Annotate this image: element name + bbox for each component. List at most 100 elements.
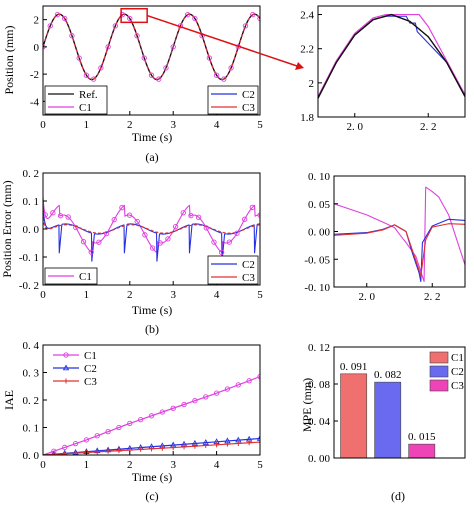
series-line-C3 bbox=[43, 217, 260, 234]
axes-frame bbox=[42, 5, 261, 116]
panel-label-a: (a) bbox=[145, 150, 158, 164]
y-tick-label: -0. 10 bbox=[304, 282, 330, 294]
x-tick-label: 2 bbox=[127, 459, 133, 471]
series-marker-C2 bbox=[256, 434, 260, 441]
y-tick-label: 0. 12 bbox=[308, 342, 330, 354]
x-tick-label: 5 bbox=[257, 119, 263, 131]
x-tick-label: 2. 0 bbox=[359, 291, 376, 303]
series-line-C1 bbox=[43, 376, 260, 455]
series-marker-C1 bbox=[127, 420, 133, 427]
series-marker-C1 bbox=[203, 394, 209, 400]
series-marker-C3 bbox=[170, 445, 176, 451]
legend-label: C1 bbox=[79, 102, 92, 114]
y-tick-label: 2 bbox=[34, 15, 40, 27]
series-marker-C1 bbox=[73, 224, 79, 231]
axes-frame bbox=[333, 346, 466, 459]
series-marker-C1 bbox=[213, 390, 220, 396]
series-marker-C1 bbox=[163, 65, 169, 71]
y-axis-label: IAE bbox=[2, 390, 16, 410]
legend-label: C3 bbox=[451, 380, 464, 392]
axes-frame-layer bbox=[42, 5, 466, 459]
x-tick-label: 2. 2 bbox=[420, 121, 437, 133]
y-tick-label: 0 bbox=[34, 42, 40, 54]
y-tick-label: 0. 0 bbox=[23, 224, 40, 236]
series-marker-C3 bbox=[181, 444, 187, 450]
x-tick-label: 2 bbox=[127, 119, 133, 131]
legend-swatch-C3 bbox=[429, 379, 449, 392]
y-tick-label: 2 bbox=[309, 78, 315, 90]
series-marker-C1 bbox=[142, 232, 148, 238]
y-tick-label: 1.8 bbox=[300, 112, 314, 124]
series-marker-C1 bbox=[105, 44, 111, 50]
series-marker-C1 bbox=[149, 245, 156, 251]
axes-frame bbox=[333, 175, 466, 288]
x-tick-label: 4 bbox=[214, 459, 220, 471]
y-axis-label: Position Error (mm) bbox=[0, 180, 14, 277]
zoom-arrow-line bbox=[146, 14, 301, 68]
y-axis-label: MPE (mm) bbox=[300, 378, 314, 432]
series-marker-C1 bbox=[103, 230, 110, 237]
series-marker-C1 bbox=[57, 213, 64, 219]
y-tick-label: 2.2 bbox=[300, 44, 314, 56]
series-marker-C3 bbox=[203, 443, 209, 449]
series-marker-C3 bbox=[51, 451, 57, 455]
x-tick-label: 1 bbox=[84, 459, 90, 471]
y-tick-label: 0. 0 bbox=[23, 450, 40, 462]
series-marker-C1 bbox=[62, 444, 68, 451]
x-axis-label: Time (s) bbox=[132, 303, 173, 317]
series-marker-C3 bbox=[116, 448, 122, 454]
series-marker-C1 bbox=[127, 15, 133, 22]
y-tick-label: 0. 04 bbox=[308, 416, 331, 428]
legend-box-right bbox=[207, 85, 259, 115]
y-tick-label: 0. 3 bbox=[23, 368, 40, 380]
x-tick-label: 5 bbox=[257, 289, 263, 301]
y-tick-label: 0. 2 bbox=[23, 395, 40, 407]
series-marker-C1 bbox=[213, 72, 220, 78]
series-marker-C1 bbox=[195, 214, 202, 220]
y-tick-label: 0. 08 bbox=[308, 379, 331, 391]
legend-label: Ref. bbox=[79, 89, 98, 101]
series-marker-C1 bbox=[69, 33, 75, 39]
legend-label: C3 bbox=[242, 102, 255, 114]
y-tick-label: -0. 2 bbox=[19, 280, 39, 292]
series-marker-C1 bbox=[72, 441, 79, 447]
series-marker-C3 bbox=[224, 441, 230, 447]
y-tick-label: -0. 1 bbox=[19, 252, 39, 264]
panel-label-b: (b) bbox=[145, 322, 159, 336]
series-marker-C1 bbox=[134, 218, 140, 225]
series-line-ref bbox=[318, 13, 465, 99]
series-marker-C1 bbox=[192, 15, 198, 22]
series-marker-C1 bbox=[148, 72, 155, 78]
series-marker-C1 bbox=[185, 12, 191, 18]
series-marker-C1 bbox=[80, 239, 87, 245]
x-tick-label: 0 bbox=[40, 459, 46, 471]
series-marker-C1 bbox=[148, 413, 155, 419]
series-marker-C1 bbox=[112, 23, 118, 29]
series-marker-C1 bbox=[235, 382, 241, 388]
series-marker-C1 bbox=[65, 214, 71, 220]
y-tick-label: -2 bbox=[30, 69, 39, 81]
series-marker-C1 bbox=[206, 55, 213, 61]
legend-label: C3 bbox=[84, 376, 97, 388]
series-line-C1 bbox=[318, 13, 465, 97]
x-tick-label: 3 bbox=[170, 119, 176, 131]
series-marker-C1 bbox=[203, 225, 209, 231]
series-marker-C3 bbox=[149, 446, 154, 452]
legend-box-right bbox=[207, 255, 259, 285]
series-marker-C1 bbox=[170, 405, 176, 411]
y-tick-label: 2.4 bbox=[300, 10, 314, 22]
series-marker-C3 bbox=[257, 439, 260, 445]
series-marker-C1 bbox=[62, 15, 68, 22]
series-marker-C3 bbox=[94, 449, 100, 455]
series-marker-C1 bbox=[221, 76, 227, 82]
series-marker-C1 bbox=[111, 217, 117, 223]
series-marker-C1 bbox=[94, 433, 100, 439]
bar-value-label: 0. 082 bbox=[374, 369, 402, 381]
panel-label-c: (c) bbox=[145, 489, 158, 503]
series-line-C2 bbox=[334, 218, 465, 282]
x-tick-label: 2. 2 bbox=[424, 291, 441, 303]
series-marker-C3 bbox=[214, 442, 220, 448]
x-axis-label: Time (s) bbox=[132, 470, 173, 484]
series-marker-C1 bbox=[224, 386, 231, 392]
